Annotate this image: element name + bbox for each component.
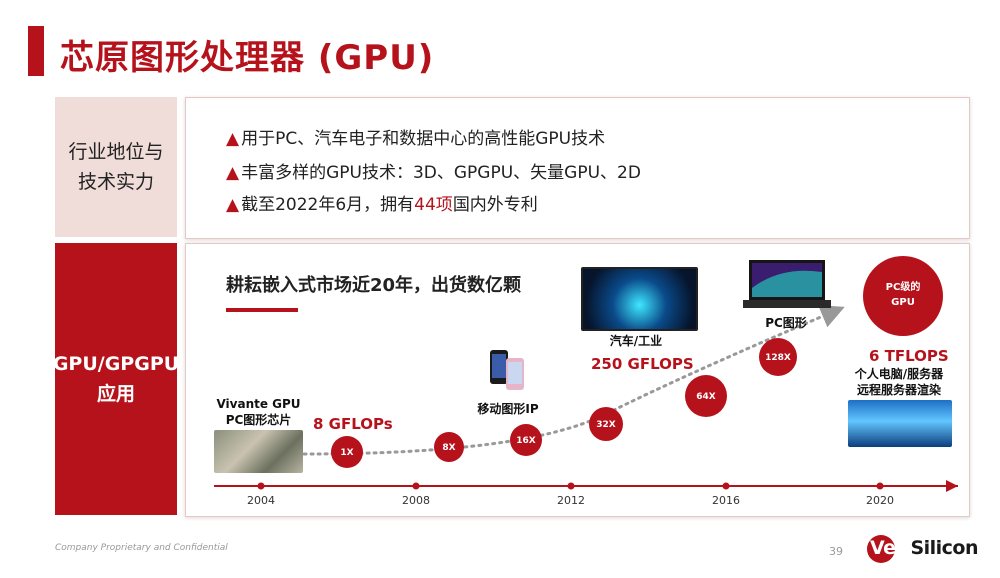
- bullet-item: ▲ 截至2022年6月，拥有44项国内外专利: [226, 190, 538, 215]
- slide-title: 芯原图形处理器 (GPU): [60, 38, 435, 78]
- pc-gpu-target-circle: [863, 256, 943, 336]
- confidential-notice: Company Proprietary and Confidential: [55, 543, 228, 553]
- timeline-graphic: 2004 2008 2012 2016 2020 1X 8X 16X 32X 64X 128X P…: [214, 256, 958, 507]
- vivante-chip-photo: [214, 430, 303, 473]
- vivante-performance: 8 GFLOPs: [313, 415, 393, 433]
- year-ticks: 2004 2008 2012 2016 2020: [247, 482, 894, 507]
- target-label-line: PC级的: [886, 280, 921, 293]
- bullet-item: ▲ 用于PC、汽车电子和数据中心的高性能GPU技术: [226, 124, 605, 149]
- year-tick-dot: [412, 482, 420, 490]
- multiplier-label: 128X: [765, 353, 791, 363]
- industry-position-panel: ▲ 用于PC、汽车电子和数据中心的高性能GPU技术 ▲ 丰富多样的GPU技术：3D、…: [185, 97, 970, 239]
- label-line: PC图形芯片: [225, 413, 292, 427]
- bullet-text: 国内外专利: [452, 195, 538, 215]
- label-line: 个人电脑/服务器: [854, 367, 944, 381]
- row-label-line: 应用: [97, 383, 136, 405]
- heading-underline: [226, 308, 298, 312]
- automotive-performance: 250 GFLOPS: [591, 355, 694, 373]
- bullet-text: 丰富多样的GPU技术：3D、GPGPU、矢量GPU、2D: [241, 163, 641, 183]
- server-label: 个人电脑/服务器 远程服务器渲染: [840, 366, 958, 398]
- year-label: 2016: [712, 494, 740, 507]
- year-tick-dot: [876, 482, 884, 490]
- row-label-industry-position: 行业地位与 技术实力: [55, 97, 177, 237]
- verisilicon-logo-text: VeriSilicon: [870, 537, 979, 559]
- vivante-label: Vivante GPU PC图形芯片: [206, 396, 311, 428]
- multiplier-circle: [685, 375, 727, 417]
- bullet-item: ▲ 丰富多样的GPU技术：3D、GPGPU、矢量GPU、2D: [226, 158, 641, 183]
- year-label: 2012: [557, 494, 585, 507]
- page-number: 39: [829, 545, 843, 558]
- title-accent-bar: [28, 26, 44, 76]
- year-tick-dot: [567, 482, 575, 490]
- mobile-phones-photo: [486, 348, 528, 393]
- multiplier-circle: [510, 424, 542, 456]
- year-tick-dot: [257, 482, 265, 490]
- triangle-bullet-icon: ▲: [226, 129, 240, 149]
- verisilicon-logo-mark: [867, 535, 895, 563]
- row-label-line: GPU/GPGPU: [52, 353, 180, 375]
- multiplier-markers: 1X 8X 16X 32X 64X 128X: [331, 338, 797, 468]
- automotive-label: 汽车/工业: [609, 334, 663, 348]
- multiplier-label: 64X: [696, 392, 716, 402]
- year-label: 2020: [866, 494, 894, 507]
- row-label-gpu-application: GPU/GPGPU 应用: [52, 243, 180, 515]
- multiplier-label: 32X: [596, 420, 616, 430]
- patent-count-highlight: 44项: [414, 195, 453, 215]
- row-label-line: 行业地位与: [68, 141, 164, 163]
- tflops-performance: 6 TFLOPS: [869, 347, 949, 365]
- multiplier-label: 1X: [340, 448, 353, 458]
- multiplier-label: 8X: [442, 443, 455, 453]
- multiplier-circle: [331, 436, 363, 468]
- car-dashboard-photo: [581, 267, 698, 331]
- year-label: 2008: [402, 494, 430, 507]
- label-line: Vivante GPU: [216, 397, 301, 411]
- year-tick-dot: [722, 482, 730, 490]
- pc-graphics-label: PC图形: [765, 316, 807, 330]
- laptop-photo: [741, 258, 833, 310]
- timeline-heading: 耕耘嵌入式市场近20年，出货数亿颗: [226, 275, 522, 296]
- bullet-text: 截至2022年6月，拥有: [241, 195, 415, 215]
- multiplier-circle: [759, 338, 797, 376]
- multiplier-label: 16X: [516, 436, 536, 446]
- label-line: 远程服务器渲染: [856, 383, 941, 397]
- gpu-timeline-panel: 耕耘嵌入式市场近20年，出货数亿颗 2004 2008 2012 2016 2020 1…: [185, 243, 970, 517]
- mobile-ip-label: 移动图形IP: [477, 402, 539, 416]
- year-label: 2004: [247, 494, 275, 507]
- multiplier-circle: [589, 407, 623, 441]
- target-label-line: GPU: [891, 297, 915, 308]
- triangle-bullet-icon: ▲: [226, 195, 240, 215]
- triangle-bullet-icon: ▲: [226, 163, 240, 183]
- bullet-text: 用于PC、汽车电子和数据中心的高性能GPU技术: [241, 129, 606, 149]
- logo-suffix: Silicon: [910, 537, 979, 559]
- logo-prefix: Veri: [870, 537, 911, 559]
- server-rendering-photo: [848, 400, 952, 447]
- row-label-line: 技术实力: [77, 171, 154, 193]
- multiplier-circle: [434, 432, 464, 462]
